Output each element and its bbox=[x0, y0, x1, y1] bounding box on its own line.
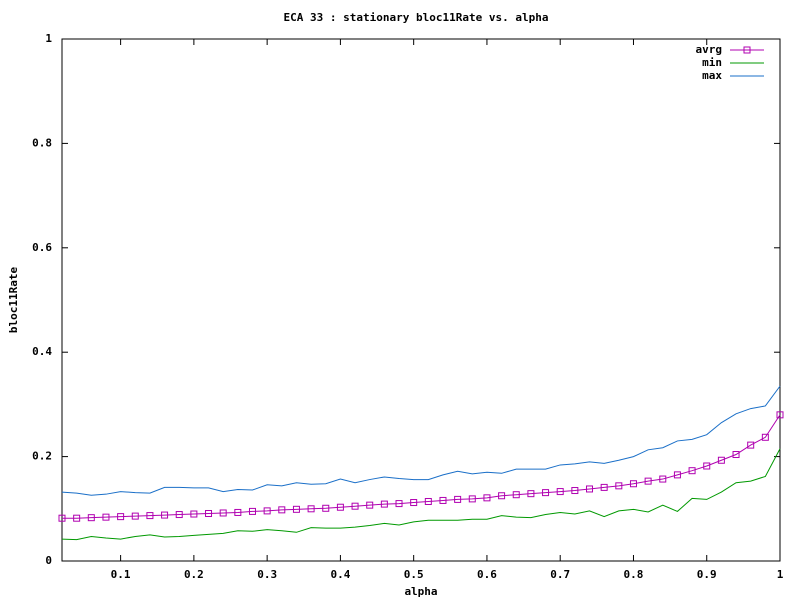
point-marker bbox=[410, 499, 418, 507]
x-tick-label: 0.8 bbox=[624, 568, 644, 581]
point-marker bbox=[556, 488, 564, 496]
point-marker bbox=[527, 490, 535, 498]
x-tick-label: 0.4 bbox=[330, 568, 350, 581]
x-tick-label: 0.3 bbox=[257, 568, 277, 581]
point-marker bbox=[703, 462, 711, 470]
point-marker bbox=[512, 491, 520, 499]
point-marker bbox=[219, 509, 227, 517]
point-marker bbox=[468, 495, 476, 503]
point-marker bbox=[234, 508, 242, 516]
point-marker bbox=[586, 485, 594, 493]
point-marker bbox=[644, 477, 652, 485]
x-axis-label: alpha bbox=[404, 585, 437, 598]
x-tick-label: 0.2 bbox=[184, 568, 204, 581]
x-tick-label: 0.6 bbox=[477, 568, 497, 581]
point-marker bbox=[717, 456, 725, 464]
series-line bbox=[61, 385, 781, 496]
point-marker bbox=[336, 503, 344, 511]
point-marker bbox=[747, 441, 755, 449]
y-axis-label: bloc11Rate bbox=[7, 267, 20, 334]
y-tick-label: 0.2 bbox=[32, 450, 52, 463]
point-marker bbox=[73, 514, 81, 522]
point-marker bbox=[278, 506, 286, 514]
point-marker bbox=[600, 483, 608, 491]
y-tick-label: 0.4 bbox=[32, 345, 52, 358]
point-marker bbox=[307, 505, 315, 513]
point-marker bbox=[688, 467, 696, 475]
plot-frame bbox=[61, 38, 781, 562]
point-marker bbox=[351, 502, 359, 510]
point-marker bbox=[380, 500, 388, 508]
point-marker bbox=[483, 494, 491, 502]
legend-marker bbox=[743, 46, 751, 54]
point-marker bbox=[248, 507, 256, 515]
point-marker bbox=[424, 497, 432, 505]
point-marker bbox=[498, 492, 506, 500]
point-marker bbox=[454, 495, 462, 503]
point-marker bbox=[205, 509, 213, 517]
y-tick-label: 0.8 bbox=[32, 136, 52, 149]
point-marker bbox=[58, 514, 66, 522]
point-marker bbox=[175, 511, 183, 519]
point-marker bbox=[615, 482, 623, 490]
point-marker bbox=[542, 489, 550, 497]
point-marker bbox=[190, 510, 198, 518]
point-marker bbox=[131, 512, 139, 520]
point-marker bbox=[732, 451, 740, 459]
point-marker bbox=[761, 433, 769, 441]
point-marker bbox=[776, 411, 784, 419]
legend-label: avrg bbox=[696, 43, 723, 56]
series-line bbox=[61, 448, 781, 541]
chart-title: ECA 33 : stationary bloc11Rate vs. alpha bbox=[284, 11, 549, 24]
point-marker bbox=[87, 514, 95, 522]
point-marker bbox=[366, 501, 374, 509]
point-marker bbox=[102, 513, 110, 521]
point-marker bbox=[659, 475, 667, 483]
point-marker bbox=[117, 513, 125, 521]
point-marker bbox=[292, 505, 300, 513]
legend-label: min bbox=[702, 56, 722, 69]
series-line bbox=[62, 414, 781, 519]
point-marker bbox=[673, 471, 681, 479]
x-tick-label: 0.1 bbox=[111, 568, 131, 581]
point-marker bbox=[571, 487, 579, 495]
point-marker bbox=[629, 480, 637, 488]
point-marker bbox=[322, 504, 330, 512]
point-marker bbox=[263, 507, 271, 515]
point-marker bbox=[395, 500, 403, 508]
legend-label: max bbox=[702, 69, 722, 82]
y-tick-label: 0 bbox=[45, 554, 52, 567]
point-marker bbox=[161, 511, 169, 519]
x-tick-label: 0.9 bbox=[697, 568, 717, 581]
x-tick-label: 0.5 bbox=[404, 568, 424, 581]
point-marker bbox=[146, 512, 154, 520]
x-tick-label: 1 bbox=[777, 568, 784, 581]
y-tick-label: 1 bbox=[45, 32, 52, 45]
y-tick-label: 0.6 bbox=[32, 241, 52, 254]
point-marker bbox=[439, 496, 447, 504]
x-tick-label: 0.7 bbox=[550, 568, 570, 581]
